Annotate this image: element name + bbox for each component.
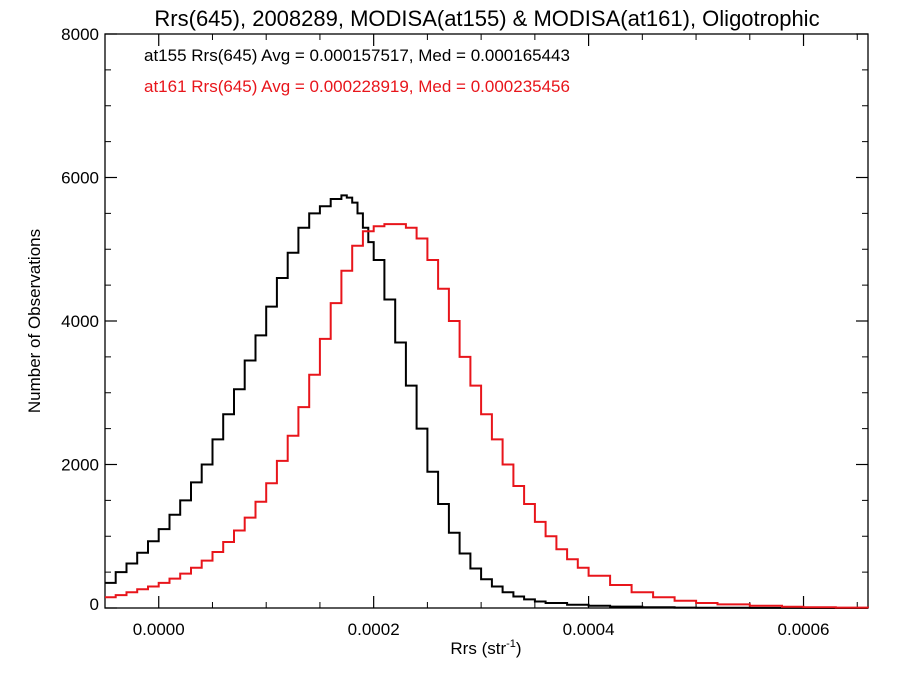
x-axis-ticks: 0.0000 0.0002 0.0004 0.0006 xyxy=(104,34,858,639)
y-tick-label: 6000 xyxy=(61,169,99,188)
series-line-at161 xyxy=(105,223,869,609)
x-tick-label: 0.0000 xyxy=(133,620,185,639)
y-tick-label: 2000 xyxy=(61,456,99,475)
chart-title: Rrs(645), 2008289, MODISA(at155) & MODIS… xyxy=(154,6,819,31)
annotation-at161: at161 Rrs(645) Avg = 0.000228919, Med = … xyxy=(144,77,570,96)
series-line-at155 xyxy=(105,194,868,609)
x-axis-title-close: ) xyxy=(516,639,522,658)
x-tick-label: 0.0002 xyxy=(348,620,400,639)
x-tick-label: 0.0006 xyxy=(778,620,830,639)
x-axis-title-sup: -1 xyxy=(506,638,516,650)
x-axis-title-main: Rrs (str xyxy=(450,639,506,658)
y-tick-label: 0 xyxy=(90,595,99,614)
x-tick-label: 0.0004 xyxy=(563,620,615,639)
y-tick-label: 8000 xyxy=(61,25,99,44)
y-tick-label: 4000 xyxy=(61,312,99,331)
y-axis-ticks: 0 2000 4000 6000 8000 xyxy=(61,25,868,614)
y-axis-title: Number of Observations xyxy=(25,229,44,413)
x-axis-title: Rrs (str-1) xyxy=(450,638,521,658)
series-layer xyxy=(105,194,869,609)
plot-frame xyxy=(104,33,869,609)
annotation-at155: at155 Rrs(645) Avg = 0.000157517, Med = … xyxy=(144,46,570,65)
